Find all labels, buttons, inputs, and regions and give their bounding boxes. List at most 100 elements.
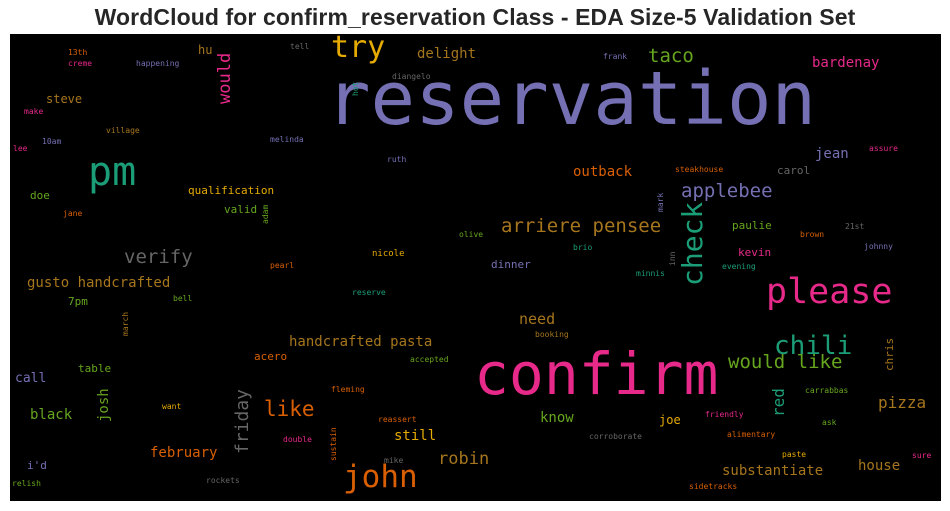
word-taco: taco — [648, 45, 694, 67]
word-21st: 21st — [845, 222, 865, 231]
word-kevin: kevin — [738, 246, 772, 259]
word-delight: delight — [417, 46, 477, 62]
word-chili: chili — [774, 331, 853, 361]
word-verify: verify — [124, 246, 193, 268]
word-ask: ask — [822, 418, 837, 427]
word-need: need — [519, 310, 556, 328]
word-outback: outback — [573, 164, 633, 180]
word-john: john — [343, 459, 418, 495]
word-valid: valid — [224, 203, 258, 216]
word-know: know — [540, 410, 574, 426]
word-please: please — [766, 272, 893, 312]
word-carrabbas: carrabbas — [805, 386, 849, 395]
word-10am: 10am — [42, 137, 62, 146]
word-gusto-handcrafted: gusto handcrafted — [27, 275, 171, 291]
word-ruth: ruth — [387, 155, 407, 164]
word-black: black — [30, 407, 73, 423]
word-accepted: accepted — [410, 355, 449, 364]
word-pizza: pizza — [878, 393, 927, 412]
word-jean: jean — [815, 146, 849, 162]
word-minnis: minnis — [636, 269, 665, 278]
word-sustain: sustain — [329, 427, 338, 461]
word-brio: brio — [573, 243, 593, 252]
word-table: table — [78, 362, 112, 375]
word-rockets: rockets — [206, 476, 240, 485]
chart-title: WordCloud for confirm_reservation Class … — [94, 4, 856, 30]
word-mike: mike — [384, 456, 404, 465]
word-diangelo: diangelo — [392, 72, 431, 81]
word-qualification: qualification — [188, 184, 275, 197]
word-friday: friday — [232, 389, 253, 455]
word-doe: doe — [30, 189, 50, 202]
word-robin: robin — [438, 449, 490, 469]
wordcloud-canvas: reservation confirm pm please john try check ch… — [10, 34, 941, 501]
word-february: february — [150, 445, 218, 461]
word-reserve: reserve — [352, 288, 386, 297]
word-bardenay: bardenay — [812, 55, 880, 71]
word-carol: carol — [777, 164, 811, 177]
word-would: would — [215, 53, 235, 105]
word-arriere-pensee: arriere pensee — [501, 215, 662, 237]
word-friendly: friendly — [705, 410, 744, 419]
word-want: want — [162, 402, 182, 411]
word-jane: jane — [63, 209, 83, 218]
word-adam: adam — [261, 205, 270, 225]
word-7pm: 7pm — [68, 295, 88, 308]
word-acero: acero — [254, 350, 288, 363]
word-sure: sure — [912, 451, 932, 460]
word-creme: creme — [68, 59, 93, 68]
word-village: village — [106, 126, 140, 135]
word-check: check — [676, 202, 709, 287]
word-would-like: would like — [728, 351, 843, 373]
word-red: red — [769, 388, 788, 417]
word-still: still — [394, 428, 437, 444]
word-bell: bell — [173, 294, 193, 303]
word-josh: josh — [96, 388, 112, 422]
word-like: like — [264, 397, 315, 421]
word-joe: joe — [659, 413, 681, 427]
word-march: march — [121, 312, 130, 337]
word-johnny: johnny — [864, 242, 893, 251]
word-mark: mark — [656, 193, 665, 213]
word-hu: hu — [198, 43, 213, 57]
word-sidetracks: sidetracks — [689, 482, 738, 491]
word-steve: steve — [46, 92, 83, 106]
word-double: double — [283, 435, 312, 444]
word-i-d: i'd — [27, 459, 47, 472]
word-dinner: dinner — [491, 258, 531, 271]
word-lee: lee — [13, 144, 28, 153]
word-brown: brown — [800, 230, 825, 239]
word-call: call — [15, 371, 47, 386]
word-assure: assure — [869, 144, 898, 153]
word-fleming: fleming — [331, 385, 365, 394]
word-pearl: pearl — [270, 261, 295, 270]
word-reassert: reassert — [378, 415, 417, 424]
word-evening: evening — [722, 262, 756, 271]
word-try: try — [331, 34, 386, 65]
word-frank: frank — [603, 52, 628, 61]
word-tell: tell — [290, 42, 310, 51]
word-house: house — [858, 458, 901, 474]
word-steakhouse: steakhouse — [675, 165, 724, 174]
word-corroborate: corroborate — [589, 432, 642, 441]
word-happening: happening — [136, 59, 180, 68]
word-chris: chris — [883, 338, 896, 372]
word-paste: paste — [782, 450, 807, 459]
word-substantiate: substantiate — [722, 463, 824, 479]
word-booking: booking — [535, 330, 569, 339]
word-hot: hot — [351, 82, 360, 97]
word-inn: inn — [668, 252, 677, 267]
word-reservation: reservation — [326, 56, 817, 142]
word-olive: olive — [459, 230, 484, 239]
word-pm: pm — [88, 149, 137, 195]
word-applebee: applebee — [681, 180, 773, 202]
word-nicole: nicole — [372, 249, 405, 259]
word-confirm: confirm — [474, 340, 719, 408]
word-handcrafted-pasta: handcrafted pasta — [289, 334, 433, 350]
word-paulie: paulie — [732, 219, 772, 232]
word-melinda: melinda — [270, 135, 304, 144]
word-relish: relish — [12, 479, 41, 488]
word-make: make — [24, 107, 44, 116]
word-alimentary: alimentary — [727, 430, 776, 439]
word-13th: 13th — [68, 48, 88, 57]
